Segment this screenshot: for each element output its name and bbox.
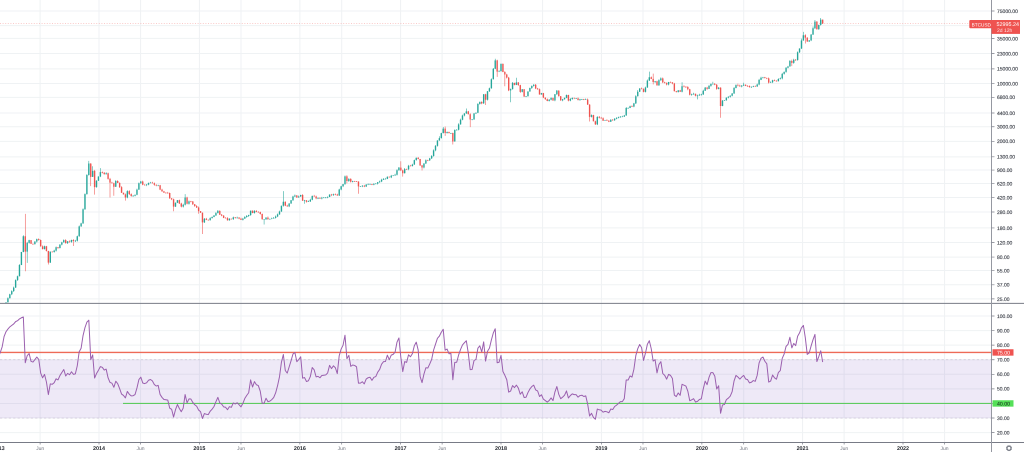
svg-text:2d 12h: 2d 12h xyxy=(997,28,1013,34)
svg-text:10000.00: 10000.00 xyxy=(997,81,1018,87)
svg-text:Jun: Jun xyxy=(36,446,44,452)
svg-text:120.00: 120.00 xyxy=(997,240,1013,246)
svg-text:420.00: 420.00 xyxy=(997,195,1013,201)
svg-text:70.00: 70.00 xyxy=(997,358,1010,364)
svg-text:2014: 2014 xyxy=(93,446,105,452)
svg-text:6800.00: 6800.00 xyxy=(997,95,1015,101)
svg-text:23000.00: 23000.00 xyxy=(997,51,1018,57)
svg-text:80.00: 80.00 xyxy=(997,343,1010,349)
svg-text:80.00: 80.00 xyxy=(997,255,1010,261)
svg-text:2020: 2020 xyxy=(696,446,708,452)
svg-text:2022: 2022 xyxy=(897,446,909,452)
svg-text:Jun: Jun xyxy=(137,446,145,452)
svg-text:Jun: Jun xyxy=(438,446,446,452)
svg-text:2013: 2013 xyxy=(0,446,5,452)
svg-text:280.00: 280.00 xyxy=(997,210,1013,216)
svg-text:50.00: 50.00 xyxy=(997,387,1010,393)
svg-text:37.00: 37.00 xyxy=(997,283,1010,289)
svg-text:2019: 2019 xyxy=(595,446,607,452)
svg-text:Jun: Jun xyxy=(941,446,949,452)
svg-text:Jun: Jun xyxy=(338,446,346,452)
svg-text:90.00: 90.00 xyxy=(997,328,1010,334)
svg-text:Jun: Jun xyxy=(639,446,647,452)
svg-text:25.00: 25.00 xyxy=(997,297,1010,303)
svg-text:30.00: 30.00 xyxy=(997,416,1010,422)
svg-text:52995.24: 52995.24 xyxy=(997,22,1019,28)
svg-text:2018: 2018 xyxy=(495,446,507,452)
svg-text:620.00: 620.00 xyxy=(997,181,1013,187)
svg-text:2017: 2017 xyxy=(395,446,407,452)
svg-text:75.00: 75.00 xyxy=(997,350,1010,356)
svg-text:4400.00: 4400.00 xyxy=(997,111,1015,117)
svg-text:Jun: Jun xyxy=(237,446,245,452)
svg-text:40.00: 40.00 xyxy=(997,401,1010,407)
svg-text:2016: 2016 xyxy=(294,446,306,452)
svg-text:2021: 2021 xyxy=(797,446,809,452)
svg-text:100.00: 100.00 xyxy=(997,314,1013,320)
svg-text:Jun: Jun xyxy=(740,446,748,452)
svg-text:35000.00: 35000.00 xyxy=(997,36,1018,42)
svg-text:20.00: 20.00 xyxy=(997,430,1010,436)
svg-text:55.00: 55.00 xyxy=(997,268,1010,274)
svg-text:BTCUSD: BTCUSD xyxy=(972,23,992,28)
svg-text:75000.00: 75000.00 xyxy=(997,9,1018,15)
svg-text:2015: 2015 xyxy=(193,446,205,452)
svg-text:180.00: 180.00 xyxy=(997,226,1013,232)
svg-text:Jun: Jun xyxy=(840,446,848,452)
svg-text:3000.00: 3000.00 xyxy=(997,125,1015,131)
svg-text:Jun: Jun xyxy=(539,446,547,452)
svg-text:60.00: 60.00 xyxy=(997,372,1010,378)
svg-text:1300.00: 1300.00 xyxy=(997,155,1015,161)
svg-text:900.00: 900.00 xyxy=(997,168,1013,174)
svg-text:2000.00: 2000.00 xyxy=(997,139,1015,145)
svg-text:15000.00: 15000.00 xyxy=(997,67,1018,73)
